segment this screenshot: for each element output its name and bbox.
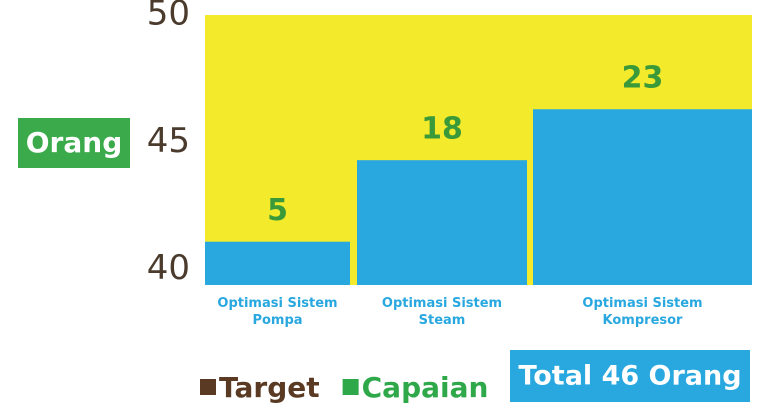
- y-label: Orang: [26, 126, 122, 159]
- bar: [533, 109, 752, 285]
- x-tick-label: Optimasi Sistem Pompa: [217, 296, 337, 328]
- legend-label: Capaian: [362, 371, 489, 404]
- bar: [205, 241, 350, 285]
- annotation-box: [510, 350, 750, 402]
- y-tick-label: 45: [147, 121, 190, 161]
- annotation: Total 46 Orang: [518, 361, 741, 392]
- bar: [205, 15, 357, 285]
- legend-swatch: [200, 379, 216, 395]
- x-tick-label: Optimasi Sistem Kompresor: [582, 296, 702, 328]
- y-label-box: [18, 118, 130, 168]
- y-tick-label: 40: [147, 248, 190, 288]
- bar: [357, 160, 527, 285]
- y-tick-label: 50: [147, 0, 190, 34]
- data-label: 23: [622, 61, 664, 96]
- x-tick-label: Optimasi Sistem Steam: [382, 296, 502, 328]
- legend-swatch: [342, 379, 359, 395]
- data-label: 5: [267, 193, 288, 228]
- data-label: 18: [421, 112, 463, 147]
- legend-label: Target: [219, 371, 320, 404]
